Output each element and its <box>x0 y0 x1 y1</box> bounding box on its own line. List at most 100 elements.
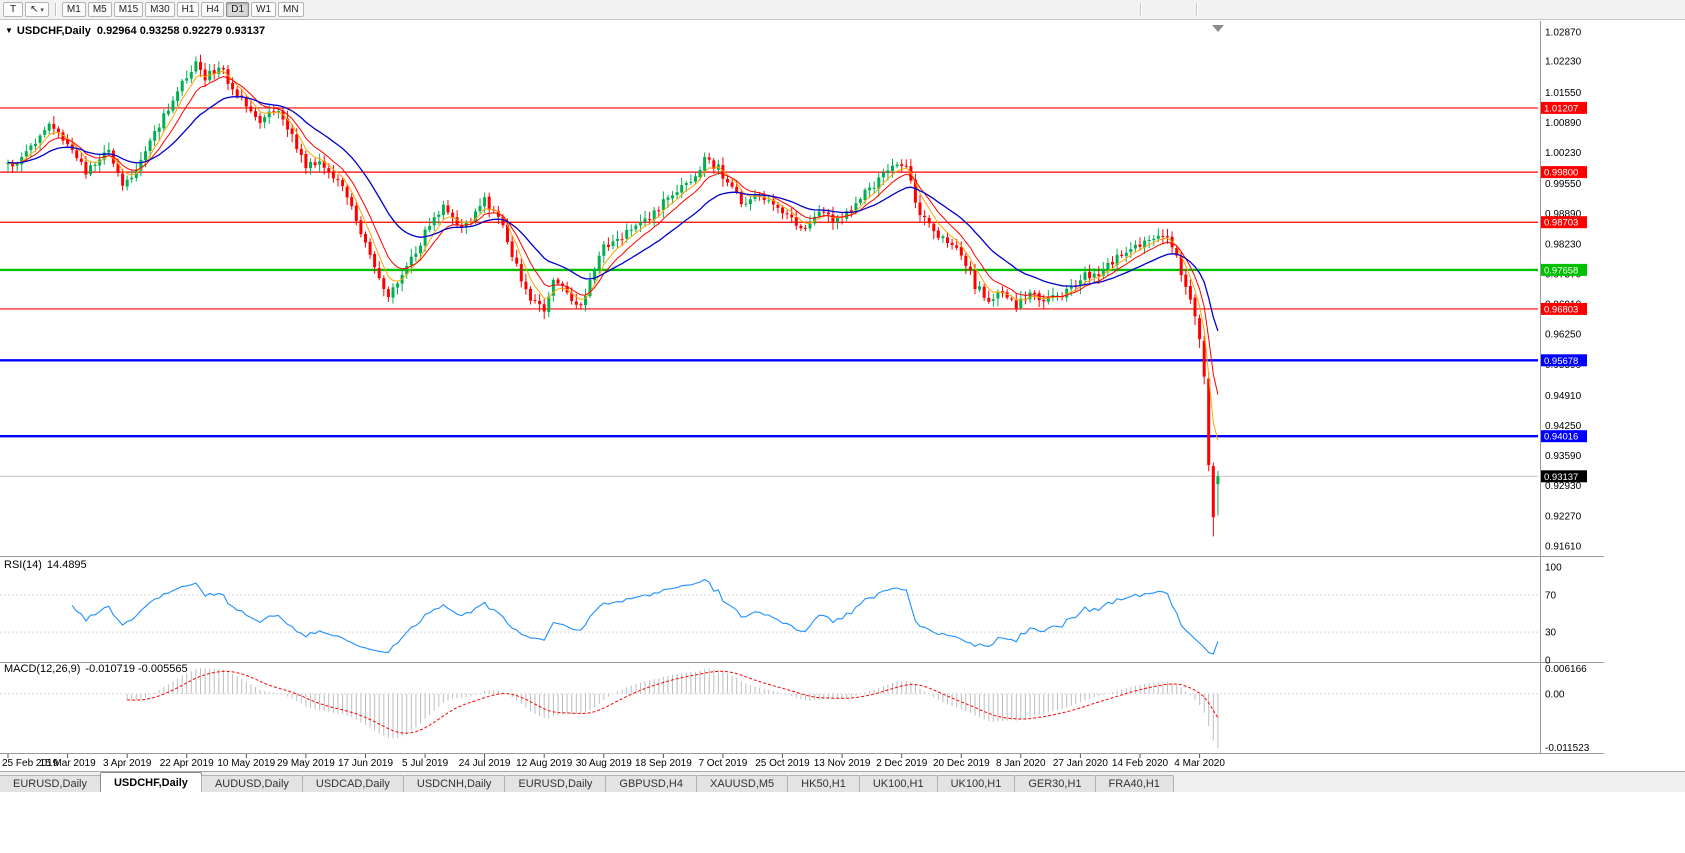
candle-body <box>249 106 253 112</box>
tab-label: EURUSD,Daily <box>518 778 593 790</box>
price-axis-label: 0.92270 <box>1545 511 1582 522</box>
macd-axis-label: 0.00 <box>1545 689 1565 700</box>
candle-body <box>428 226 432 230</box>
timeframe-button-m1[interactable]: M1 <box>61 2 86 17</box>
chart-tab[interactable]: USDCAD,Daily <box>301 775 404 792</box>
chart-tab[interactable]: USDCNH,Daily <box>402 775 506 792</box>
cursor-tool-button[interactable]: ↖ ▾ <box>25 2 49 17</box>
candle-body <box>267 111 271 118</box>
chart-tab[interactable]: USDCHF,Daily <box>99 772 202 792</box>
candle-body <box>1211 466 1215 518</box>
timeframe-group: M1 M5 M15 M30 H1 H4 D1 W1 MN <box>61 2 304 17</box>
chart-tab[interactable]: EURUSD,Daily <box>504 775 607 792</box>
candle-body <box>634 225 638 230</box>
macd-panel: 0.006166 0.00 -0.011523 <box>0 664 1590 754</box>
candle-body <box>602 244 606 256</box>
price-level-box[interactable] <box>1541 263 1587 276</box>
candle-body <box>923 215 927 218</box>
candle-body <box>368 241 372 255</box>
timeframe-button-m30[interactable]: M30 <box>145 2 175 17</box>
price-level-box[interactable] <box>1541 302 1587 315</box>
candle-body <box>854 203 858 213</box>
chart-tab[interactable]: EURUSD,Daily <box>0 775 101 792</box>
chart-tab[interactable]: XAUUSD,M5 <box>695 775 789 792</box>
candle-body <box>38 135 42 143</box>
chart-shift-marker-icon[interactable] <box>1212 25 1224 32</box>
chart-tab[interactable]: AUDUSD,Daily <box>200 775 303 792</box>
candle-body <box>936 230 940 238</box>
timeframe-button-m5[interactable]: M5 <box>87 2 112 17</box>
rsi-name: RSI(14) <box>4 559 42 571</box>
chart-window-icon[interactable]: T <box>3 2 23 17</box>
candle-body <box>1069 286 1073 289</box>
candle-body <box>125 179 129 187</box>
candle-body <box>950 242 954 245</box>
timeframe-button-mn[interactable]: MN <box>278 2 304 17</box>
candle-body <box>1184 274 1188 287</box>
macd-axis-label: 0.006166 <box>1545 664 1587 675</box>
candle-body <box>84 161 88 175</box>
chart-tab[interactable]: UK100,H1 <box>936 775 1016 792</box>
candle-body <box>166 110 170 115</box>
price-level-box[interactable] <box>1541 101 1587 114</box>
candle-body <box>1161 235 1165 237</box>
candle-body <box>1010 298 1014 300</box>
candle-body <box>1028 292 1032 300</box>
ohlc-values: 0.92964 0.93258 0.92279 0.93137 <box>96 25 266 37</box>
candle-body <box>794 217 798 226</box>
candle-body <box>574 301 578 305</box>
candle-body <box>1033 292 1037 294</box>
candle-body <box>386 289 390 297</box>
candle-body <box>611 241 615 246</box>
chart-tab[interactable]: GBPUSD,H4 <box>605 775 697 792</box>
candle-body <box>487 196 491 210</box>
candle-body <box>1188 286 1192 300</box>
candle-body <box>189 72 193 79</box>
timeframe-button-h4[interactable]: H4 <box>201 2 225 17</box>
price-axis-label: 0.92930 <box>1545 481 1582 492</box>
candle-body <box>203 69 207 81</box>
candle-body <box>258 116 262 123</box>
candle-body <box>606 244 610 247</box>
candle-body <box>93 164 97 166</box>
candle-body <box>1097 274 1101 277</box>
candle-body <box>1019 298 1023 308</box>
timeframe-button-h1[interactable]: H1 <box>176 2 200 17</box>
candle-body <box>139 159 143 171</box>
price-level-box-label: 0.94016 <box>1544 432 1578 443</box>
price-axis-label: 0.93590 <box>1545 451 1582 462</box>
candle-body <box>61 132 65 141</box>
candle-body <box>680 185 684 193</box>
price-level-box[interactable] <box>1541 216 1587 229</box>
timeframe-button-m15[interactable]: M15 <box>113 2 144 17</box>
chart-tab[interactable]: FRA40,H1 <box>1094 775 1174 792</box>
price-axis-label: 0.98890 <box>1545 209 1582 220</box>
candle-body <box>519 264 523 282</box>
tab-label: USDCAD,Daily <box>315 778 390 790</box>
price-level-box[interactable] <box>1541 354 1587 367</box>
candle-body <box>551 279 555 296</box>
candle-body <box>698 170 702 177</box>
chart-tab[interactable]: UK100,H1 <box>858 775 938 792</box>
candle-body <box>56 128 60 133</box>
chart-tab[interactable]: HK50,H1 <box>787 775 860 792</box>
candle-body <box>584 296 587 306</box>
candle-body <box>217 67 221 74</box>
price-level-box[interactable] <box>1541 470 1587 483</box>
timeframe-button-w1[interactable]: W1 <box>251 2 277 17</box>
chart-menu-icon[interactable]: ▼ <box>5 26 13 35</box>
x-axis-date-label: 20 Dec 2019 <box>933 758 990 769</box>
x-axis-date-label: 4 Mar 2020 <box>1174 758 1225 769</box>
candle-body <box>441 204 445 215</box>
chart-tab[interactable]: GER30,H1 <box>1014 775 1096 792</box>
candle-body <box>1046 297 1050 302</box>
candle-body <box>877 177 881 189</box>
candle-body <box>643 218 647 222</box>
price-level-box[interactable] <box>1541 430 1587 443</box>
timeframe-button-d1[interactable]: D1 <box>226 2 250 17</box>
price-level-box[interactable] <box>1541 166 1587 179</box>
candle-body <box>176 91 180 101</box>
candle-body <box>1106 262 1110 270</box>
candle-body <box>286 118 290 130</box>
